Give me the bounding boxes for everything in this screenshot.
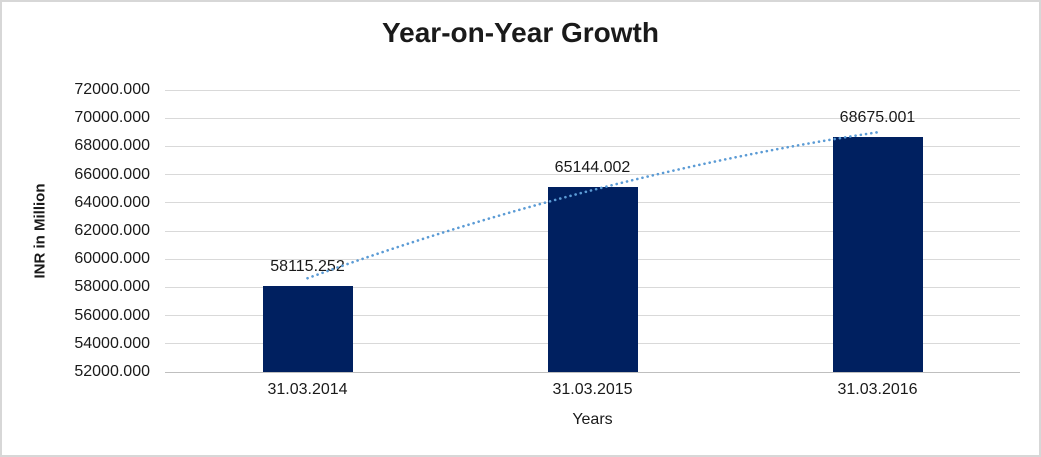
- bar: [547, 186, 638, 372]
- y-tick-label: 72000.000: [74, 81, 150, 98]
- x-tick-label: 31.03.2015: [552, 381, 633, 398]
- x-tick-label: 31.03.2014: [267, 381, 348, 398]
- chart-title: Year-on-Year Growth: [382, 17, 659, 48]
- y-tick-label: 60000.000: [74, 250, 150, 268]
- bar: [832, 136, 923, 372]
- y-tick-label: 54000.000: [74, 334, 150, 352]
- y-tick-label: 56000.000: [74, 306, 150, 324]
- gridline: [165, 117, 1020, 119]
- x-axis-title: Years: [572, 411, 613, 428]
- bar-value-label: 65144.002: [554, 158, 631, 176]
- y-tick-label: 62000.000: [74, 222, 150, 239]
- x-axis-line: [165, 371, 1020, 373]
- y-tick-label: 68000.000: [74, 137, 150, 155]
- bar-value-label: 58115.252: [270, 257, 345, 275]
- y-tick-label: 70000.000: [74, 109, 150, 127]
- y-tick-label: 58000.000: [74, 278, 150, 296]
- y-tick-label: 66000.000: [74, 165, 150, 183]
- bar-value-label: 68675.001: [839, 108, 916, 126]
- y-tick-label: 64000.000: [74, 193, 150, 211]
- gridline: [165, 89, 1020, 91]
- bar: [262, 285, 353, 372]
- x-tick-label: 31.03.2016: [837, 381, 918, 398]
- y-tick-label: 52000.000: [74, 363, 150, 380]
